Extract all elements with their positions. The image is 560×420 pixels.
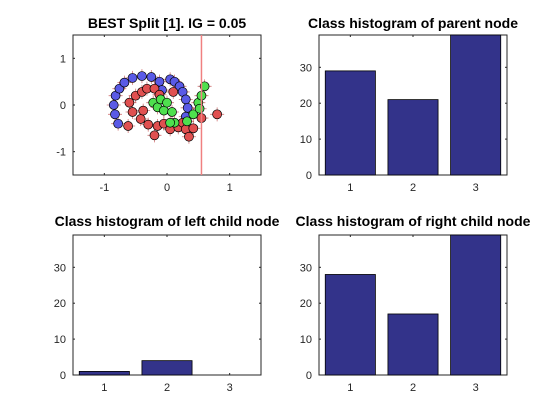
scatter-point <box>137 71 147 81</box>
scatter-point <box>180 94 191 105</box>
y-tick-label: 30 <box>300 262 312 274</box>
x-tick-label: 1 <box>227 182 233 194</box>
bar <box>450 34 502 176</box>
scatter-point <box>135 114 146 124</box>
scatter-plot-layer: -1 0 1 -1 0 1 <box>56 35 261 194</box>
scatter-point <box>119 77 130 88</box>
y-tick-label: 0 <box>306 170 312 182</box>
left-child-histogram-plot-layer: 0 10 20 30 1 2 3 <box>54 235 261 394</box>
x-tick-label: 1 <box>347 382 353 394</box>
bar <box>324 274 376 376</box>
right-child-histogram-plot-layer: 0 10 20 30 1 2 3 <box>300 234 507 394</box>
panel-left-child-histogram: Class histogram of left child node 0 10 20… <box>54 213 280 394</box>
y-tick-label: 20 <box>300 98 312 110</box>
scatter-point <box>127 107 138 117</box>
bar <box>387 99 439 176</box>
y-tick-label: 1 <box>60 53 66 65</box>
parent-histogram-plot-layer: 0 10 20 30 1 2 3 <box>300 34 507 194</box>
scatter-point <box>162 97 172 108</box>
bar <box>141 360 193 376</box>
y-tick-label: 0 <box>306 370 312 382</box>
bar <box>78 371 130 376</box>
scatter-point <box>113 118 123 129</box>
right-child-histogram-title: Class histogram of right child node <box>296 213 531 229</box>
y-tick-label: 20 <box>54 298 66 310</box>
scatter-point <box>184 131 194 142</box>
scatter-point <box>108 100 119 110</box>
x-tick-label: 2 <box>164 382 170 394</box>
y-tick-label: 10 <box>300 134 312 146</box>
scatter-point <box>123 121 133 131</box>
x-tick-label: 0 <box>164 182 170 194</box>
parent-histogram-title: Class histogram of parent node <box>308 15 518 31</box>
x-tick-label: -1 <box>99 182 109 194</box>
left-child-histogram-title: Class histogram of left child node <box>55 213 280 229</box>
scatter-point <box>212 109 222 120</box>
scatter-point <box>182 116 192 127</box>
x-tick-label: 3 <box>473 382 479 394</box>
scatter-point <box>138 105 149 116</box>
x-tick-label: 1 <box>347 182 353 194</box>
panel-parent-histogram: Class histogram of parent node 0 10 20 30 1 2… <box>300 15 518 194</box>
scatter-point <box>199 81 210 92</box>
panel-right-child-histogram: Class histogram of right child node 0 10 2… <box>296 213 531 394</box>
scatter-point <box>127 73 138 83</box>
bar <box>387 313 439 376</box>
y-tick-label: 10 <box>54 334 66 346</box>
scatter-point <box>165 117 175 128</box>
scatter-point <box>146 72 157 82</box>
y-tick-label: 0 <box>60 100 66 112</box>
panel-scatter: BEST Split [1]. IG = 0.05 -1 0 1 -1 0 1 <box>56 15 262 194</box>
scatter-point <box>194 103 205 114</box>
scatter-point <box>168 87 179 97</box>
bar <box>324 70 376 176</box>
y-tick-label: 20 <box>300 298 312 310</box>
y-tick-label: 30 <box>54 262 66 274</box>
y-tick-label: 30 <box>300 62 312 74</box>
scatter-point <box>143 119 154 130</box>
x-tick-label: 3 <box>227 382 233 394</box>
y-tick-label: -1 <box>56 147 66 159</box>
bar <box>450 234 502 376</box>
x-tick-label: 2 <box>410 182 416 194</box>
scatter-point <box>149 130 160 141</box>
scatter-point <box>110 109 120 120</box>
scatter-point <box>124 97 135 108</box>
scatter-title: BEST Split [1]. IG = 0.05 <box>88 15 247 31</box>
scatter-point <box>167 107 177 117</box>
x-tick-label: 3 <box>473 182 479 194</box>
left-child-histogram-axes <box>72 234 262 376</box>
x-tick-label: 2 <box>410 382 416 394</box>
scatter-point <box>188 123 199 134</box>
scatter-point <box>188 109 199 120</box>
y-tick-label: 10 <box>300 334 312 346</box>
x-tick-label: 1 <box>101 382 107 394</box>
y-tick-label: 0 <box>60 370 66 382</box>
